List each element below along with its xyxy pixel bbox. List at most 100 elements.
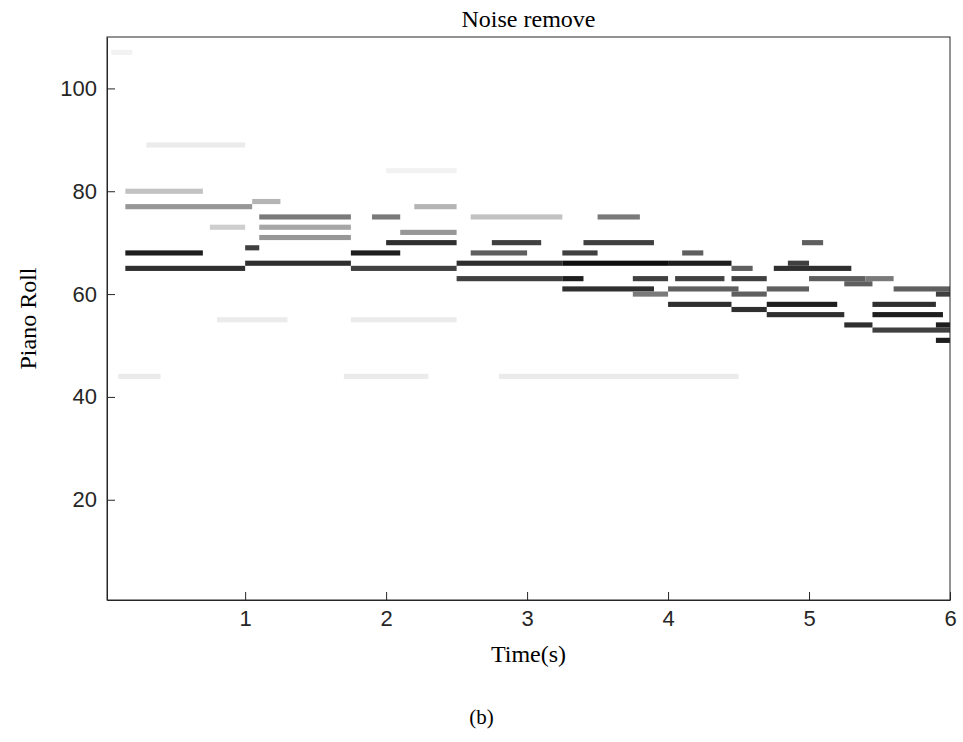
note-cell (668, 261, 731, 266)
note-cell (872, 327, 950, 332)
cells (111, 50, 950, 379)
note-cell (351, 317, 457, 322)
note-cell (259, 214, 351, 219)
y-tick-label: 100 (60, 76, 97, 101)
note-cell (731, 266, 752, 271)
note-cell (125, 204, 252, 209)
x-tick: 2 (380, 592, 392, 631)
y-tick-mark (107, 500, 115, 501)
note-cell (372, 214, 400, 219)
y-axis-line (107, 38, 108, 601)
y-tick-label: 60 (73, 282, 97, 307)
caption: (b) (469, 705, 494, 729)
x-tick-label: 5 (803, 606, 815, 631)
plot-frame (107, 37, 950, 600)
y-tick: 100 (60, 76, 115, 101)
note-cell (802, 240, 823, 245)
plot-background (107, 37, 950, 600)
note-cell (400, 230, 456, 235)
note-cell (351, 250, 400, 255)
note-cell (245, 261, 351, 266)
x-tick: 4 (662, 592, 674, 631)
note-cell (936, 292, 950, 297)
note-cell (872, 302, 935, 307)
x-tick-mark (668, 592, 669, 600)
note-cell (125, 189, 203, 194)
note-cell (894, 286, 950, 291)
note-cell (767, 312, 845, 317)
note-cell (259, 225, 351, 230)
y-tick-mark (107, 191, 115, 192)
y-tick-label: 20 (73, 487, 97, 512)
y-tick: 80 (73, 179, 115, 204)
note-cell (252, 199, 280, 204)
note-cell (583, 240, 653, 245)
x-tick-mark (950, 592, 951, 600)
title: Noise remove (462, 6, 596, 32)
note-cell (774, 266, 852, 271)
note-cell (471, 214, 563, 219)
x-tick: 5 (803, 592, 815, 631)
note-cell (936, 322, 950, 327)
note-cell (633, 292, 668, 297)
note-cell (865, 276, 893, 281)
note-cell (809, 276, 865, 281)
y-tick-label: 40 (73, 384, 97, 409)
x-tick-mark (386, 592, 387, 600)
note-cell (118, 374, 160, 379)
x-tick: 1 (240, 592, 252, 631)
note-cell (471, 250, 527, 255)
note-cell (344, 374, 429, 379)
y-tick: 40 (73, 384, 115, 409)
x-tick: 6 (944, 592, 956, 631)
note-cell (731, 307, 766, 312)
note-cell (125, 250, 203, 255)
note-cell (499, 374, 739, 379)
note-cell (682, 250, 703, 255)
note-cell (731, 292, 766, 297)
x-axis-title: Time(s) (491, 641, 566, 667)
x-tick-label: 1 (240, 606, 252, 631)
note-cell (386, 168, 456, 173)
x-axis: 1 2 3 4 5 6 (108, 592, 957, 631)
note-cell (675, 276, 724, 281)
note-cell (767, 286, 809, 291)
note-cell (245, 245, 259, 250)
note-cell (351, 266, 457, 271)
x-axis-line (108, 600, 951, 601)
note-cell (562, 286, 654, 291)
note-cell (386, 240, 456, 245)
note-cell (492, 240, 541, 245)
y-tick: 20 (73, 487, 115, 512)
y-tick-label: 80 (73, 179, 97, 204)
y-tick-mark (107, 294, 115, 295)
note-cell (788, 261, 809, 266)
x-tick-mark (809, 592, 810, 600)
note-cell (217, 317, 287, 322)
note-cell (668, 302, 731, 307)
note-cell (767, 302, 837, 307)
x-tick-label: 3 (521, 606, 533, 631)
x-tick-mark (527, 592, 528, 600)
note-cell (414, 204, 456, 209)
plot: 1 2 3 4 5 6 20 40 60 80 100 (60, 37, 956, 631)
note-cell (598, 214, 640, 219)
y-tick: 60 (73, 282, 115, 307)
x-tick-mark (245, 592, 246, 600)
note-cell (210, 225, 245, 230)
y-axis-title: Piano Roll (15, 267, 41, 369)
y-tick-mark (107, 397, 115, 398)
note-cell (872, 312, 942, 317)
note-cell (936, 338, 950, 343)
note-cell (731, 276, 766, 281)
note-cell (633, 276, 668, 281)
note-cell (125, 266, 245, 271)
y-tick-mark (107, 88, 115, 89)
note-cell (668, 286, 738, 291)
note-cell (259, 235, 351, 240)
note-cell (457, 276, 563, 281)
note-cell (562, 261, 668, 266)
note-cell (562, 250, 597, 255)
x-tick-label: 4 (662, 606, 674, 631)
y-axis: 20 40 60 80 100 (60, 38, 115, 601)
